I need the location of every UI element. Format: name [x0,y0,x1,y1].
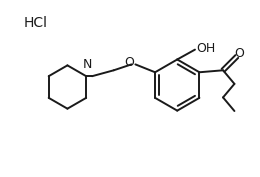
Text: O: O [125,56,134,69]
Text: HCl: HCl [24,16,48,30]
Text: OH: OH [196,42,215,55]
Text: N: N [82,58,92,71]
Text: O: O [234,47,244,60]
